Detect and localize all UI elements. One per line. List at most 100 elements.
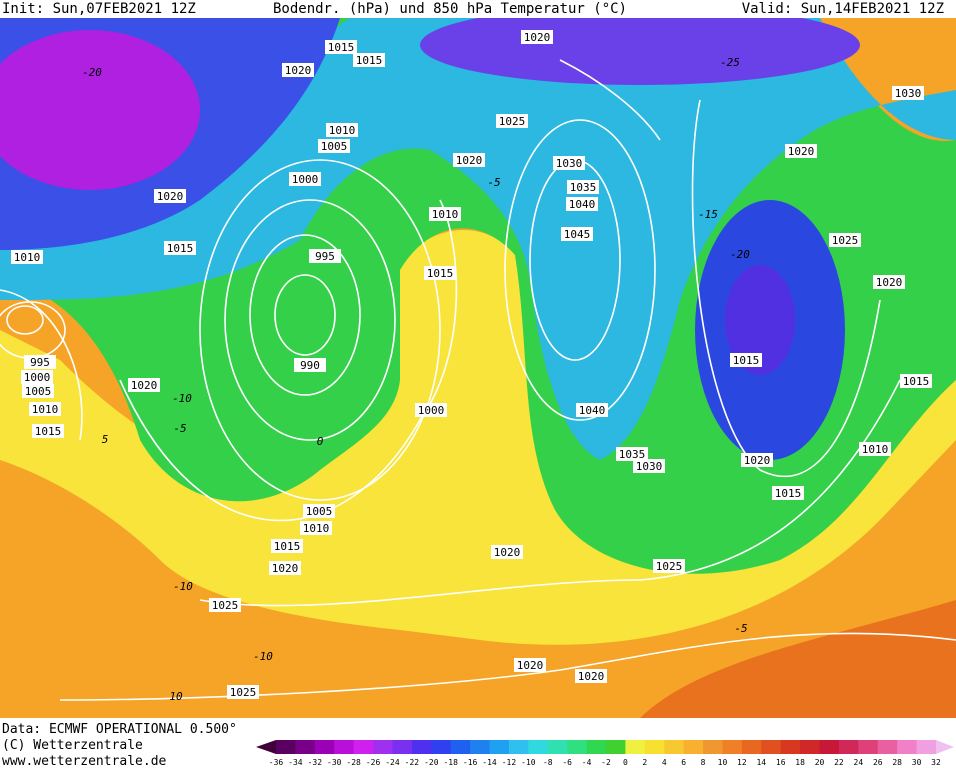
colorbar-label: -4	[582, 758, 592, 767]
isobar-label: 995	[315, 250, 335, 263]
colorbar-label: 24	[854, 758, 864, 767]
isobar	[274, 274, 336, 356]
isobar-label-box	[164, 241, 196, 255]
colorbar-cell	[314, 740, 335, 754]
isobar	[504, 119, 656, 421]
colorbar-cell	[586, 740, 607, 754]
colorbar-cell	[741, 740, 762, 754]
isobar-label-box	[514, 658, 546, 672]
colorbar-label: -20	[424, 758, 439, 767]
colorbar-label: -14	[482, 758, 497, 767]
isobar-label-box	[269, 561, 301, 575]
isobar-label: 1040	[579, 404, 606, 417]
init-time: Init: Sun,07FEB2021 12Z	[2, 1, 196, 17]
isobar-label: 1015	[167, 242, 194, 255]
isobar-label: 1020	[517, 659, 544, 672]
colorbar-label: 18	[795, 758, 805, 767]
colorbar-label: -30	[327, 758, 342, 767]
colorbar-label: 14	[756, 758, 766, 767]
colorbar-label: 22	[834, 758, 844, 767]
colorbar-label: -32	[308, 758, 323, 767]
data-source: Data: ECMWF OPERATIONAL 0.500°	[2, 722, 237, 737]
isobar	[6, 305, 44, 335]
isobar-label-box	[32, 424, 64, 438]
isobar-label: 1015	[733, 354, 760, 367]
isobar-label-box	[491, 545, 523, 559]
colorbar-label: -16	[463, 758, 478, 767]
isobar-label-box	[24, 355, 56, 369]
colorbar-label: -8	[543, 758, 553, 767]
colorbar-cell	[508, 740, 529, 754]
colorbar-cell	[547, 740, 568, 754]
colorbar-label: 10	[718, 758, 728, 767]
colorbar-label: -2	[601, 758, 611, 767]
temperature-label: -20	[730, 248, 750, 261]
isobar-label: 1010	[303, 522, 330, 535]
isobar-label: 1020	[578, 670, 605, 683]
temperature-label: -20	[82, 66, 102, 79]
valid-time: Valid: Sun,14FEB2021 12Z	[742, 1, 944, 17]
cold-purple	[0, 30, 200, 190]
isobar-label-box	[309, 249, 341, 263]
temperature-label: 5	[102, 433, 109, 446]
colorbar-cell	[877, 740, 898, 754]
isobar	[59, 632, 956, 701]
colorbar-cell	[722, 740, 743, 754]
colorbar-label: 12	[737, 758, 747, 767]
isobar-label: 1025	[656, 560, 683, 573]
isobar	[249, 234, 361, 396]
isobars	[0, 59, 956, 701]
isobar-label-box	[576, 403, 608, 417]
colorbar-cell	[819, 740, 840, 754]
cold-core	[725, 265, 795, 375]
colorbar-label: 28	[892, 758, 902, 767]
isobar-label: 1020	[157, 190, 184, 203]
isobar-label-box	[553, 156, 585, 170]
colorbar: -36 -34 -32 -30 -28 -26 -24 -22 -20 -18 -16 -14 -12-…	[256, 740, 954, 767]
isobar	[559, 59, 661, 141]
colorbar-label: -28	[346, 758, 361, 767]
isobar-label-box	[496, 114, 528, 128]
temperature-label: 10	[169, 690, 183, 703]
isobar-label: 1010	[432, 208, 459, 221]
colorbar-arrow	[256, 740, 276, 754]
isobar-label: 1020	[494, 546, 521, 559]
isobar	[0, 289, 83, 441]
colorbar-label: 0	[623, 758, 628, 767]
isobar-label-box	[566, 197, 598, 211]
colorbar-label: 30	[912, 758, 922, 767]
isobar-label: 1000	[24, 371, 51, 384]
isobar-label: 1030	[636, 460, 663, 473]
colorbar-arrow	[936, 740, 954, 754]
isobar-label: 1015	[328, 41, 355, 54]
isobar-label: 1035	[619, 448, 646, 461]
isobar-label-box	[616, 447, 648, 461]
colorbar-cell	[450, 740, 471, 754]
isobar-label: 1020	[788, 145, 815, 158]
isobar-label-box	[282, 63, 314, 77]
website: www.wetterzentrale.de	[2, 754, 167, 768]
isobar-label: 1020	[876, 276, 903, 289]
isobar-label: 1015	[775, 487, 802, 500]
isobar-label-box	[154, 189, 186, 203]
isobar-label-box	[325, 40, 357, 54]
colorbar-cell	[334, 740, 355, 754]
isobar-label: 1000	[418, 404, 445, 417]
isobar-label: 1020	[131, 379, 158, 392]
isobar-label: 1000	[292, 173, 319, 186]
temperature-label: -5	[734, 622, 747, 635]
isobar-label-box	[22, 384, 54, 398]
isobar-label-box	[653, 559, 685, 573]
isobar-label-box	[575, 669, 607, 683]
isobar-label-box	[209, 598, 241, 612]
colorbar-cell	[528, 740, 549, 754]
isobar-label: 1025	[230, 686, 257, 699]
isobar-label-box	[741, 453, 773, 467]
colorbar-label: -36	[269, 758, 284, 767]
isobar-label: 1020	[272, 562, 299, 575]
temperature-label: -10	[172, 392, 192, 405]
colorbar-cell	[353, 740, 374, 754]
colorbar-label: -18	[443, 758, 458, 767]
isobar-label: 995	[30, 356, 50, 369]
